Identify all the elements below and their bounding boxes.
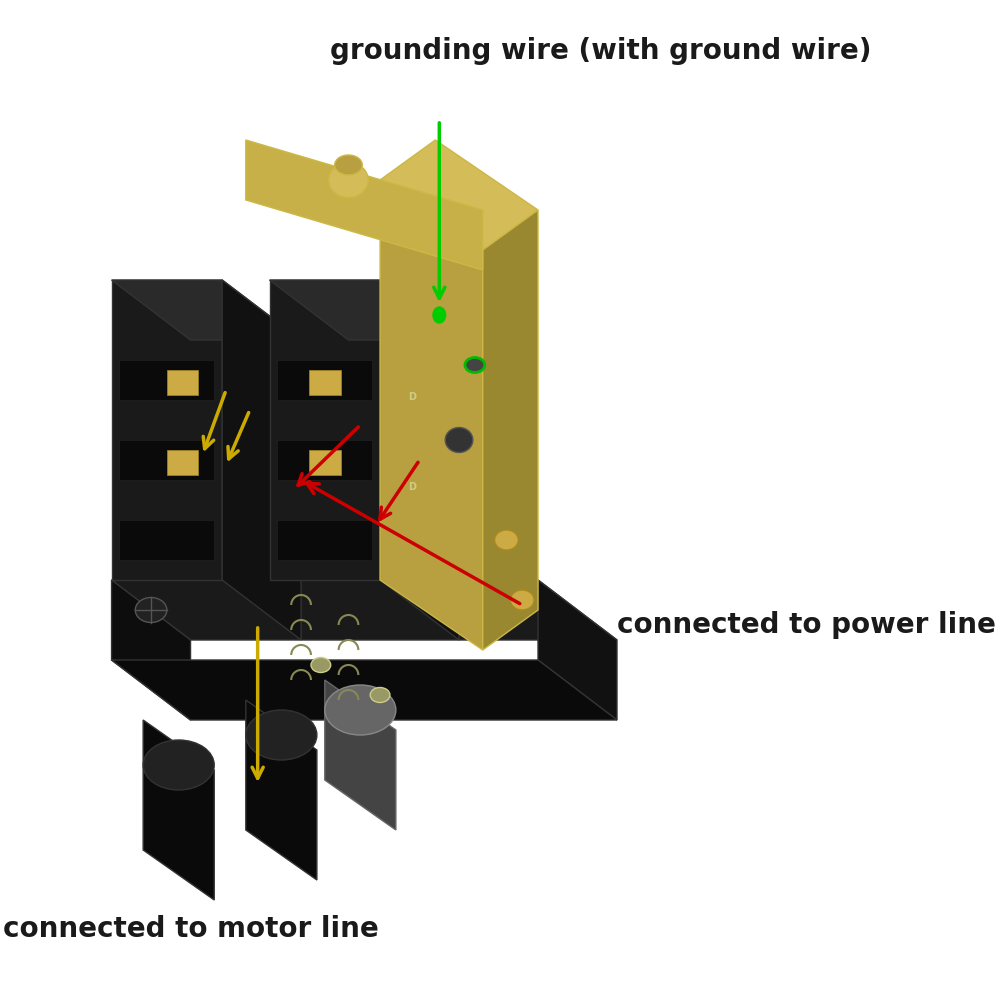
Ellipse shape [510, 590, 534, 610]
Polygon shape [246, 700, 317, 880]
Ellipse shape [246, 710, 317, 760]
Ellipse shape [135, 597, 167, 622]
Polygon shape [167, 450, 198, 475]
Text: D: D [408, 482, 416, 492]
Polygon shape [277, 440, 372, 480]
Ellipse shape [495, 530, 518, 550]
Polygon shape [222, 280, 301, 640]
Text: grounding wire (with ground wire): grounding wire (with ground wire) [330, 37, 872, 65]
Polygon shape [277, 520, 372, 560]
Polygon shape [325, 680, 396, 830]
Polygon shape [380, 140, 538, 250]
Polygon shape [277, 360, 372, 400]
Polygon shape [143, 720, 214, 900]
Polygon shape [112, 580, 617, 640]
Polygon shape [270, 280, 459, 340]
Ellipse shape [143, 740, 214, 790]
Polygon shape [380, 180, 483, 650]
Polygon shape [112, 660, 617, 720]
Circle shape [433, 307, 446, 323]
Text: D: D [408, 392, 416, 402]
Ellipse shape [325, 685, 396, 735]
Polygon shape [270, 280, 380, 580]
Ellipse shape [311, 658, 331, 672]
Ellipse shape [465, 358, 485, 372]
Polygon shape [309, 370, 341, 395]
Polygon shape [119, 520, 214, 560]
Polygon shape [380, 280, 459, 640]
Polygon shape [119, 440, 214, 480]
Polygon shape [119, 360, 214, 400]
Polygon shape [246, 140, 483, 270]
Polygon shape [309, 450, 341, 475]
Polygon shape [112, 280, 222, 580]
Polygon shape [167, 370, 198, 395]
Polygon shape [112, 280, 301, 340]
Text: connected to power line: connected to power line [617, 611, 996, 639]
Polygon shape [112, 580, 191, 720]
Ellipse shape [370, 688, 390, 702]
Text: connected to motor line: connected to motor line [3, 915, 378, 943]
Ellipse shape [445, 428, 473, 452]
Polygon shape [483, 210, 538, 650]
Ellipse shape [329, 162, 368, 198]
Polygon shape [538, 580, 617, 720]
Ellipse shape [416, 205, 447, 235]
Ellipse shape [335, 155, 362, 175]
